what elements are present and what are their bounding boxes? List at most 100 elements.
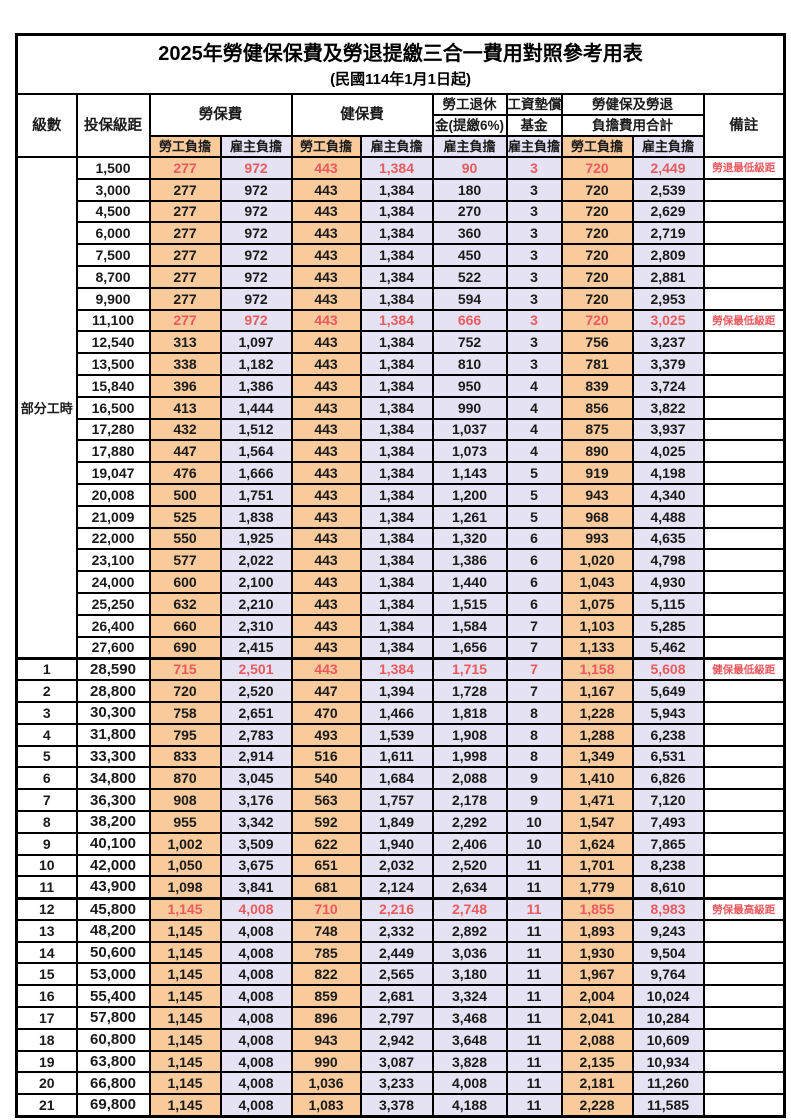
cell-level: 13 <box>15 918 78 943</box>
cell-health-employer: 1,384 <box>359 526 434 551</box>
cell-health-employee: 443 <box>290 308 362 333</box>
cell-wage-fund-employer: 4 <box>505 417 563 442</box>
cell-health-employer: 1,384 <box>359 635 434 660</box>
cell-health-employer: 1,757 <box>359 788 434 812</box>
cell-total-employee: 919 <box>560 461 634 485</box>
cell-health-employer: 2,942 <box>359 1027 434 1052</box>
cell-total-employee: 1,288 <box>560 722 634 747</box>
cell-total-employer: 8,983 <box>631 896 705 921</box>
cell-wage-fund-employer: 3 <box>505 177 563 202</box>
cell-level: 12 <box>15 896 78 921</box>
cell-pension-employer: 3,036 <box>431 940 508 965</box>
cell-level: 2 <box>15 679 78 703</box>
cell-labor-employer: 972 <box>219 177 293 202</box>
cell-labor-employer: 1,182 <box>219 352 293 376</box>
cell-total-employee: 1,410 <box>560 766 634 791</box>
cell-remark <box>702 700 786 725</box>
cell-pension-employer: 2,292 <box>431 809 508 834</box>
cell-labor-employer: 2,783 <box>219 722 293 747</box>
cell-labor-employee: 1,145 <box>148 1006 222 1030</box>
cell-health-employee: 493 <box>290 722 362 747</box>
cell-total-employer: 5,608 <box>631 656 705 682</box>
cell-wage-fund-employer: 5 <box>505 482 563 507</box>
cell-bracket: 3,000 <box>75 177 151 202</box>
cell-total-employee: 2,004 <box>560 984 634 1009</box>
cell-total-employee: 720 <box>560 156 634 180</box>
cell-bracket: 12,540 <box>75 330 151 355</box>
cell-remark <box>702 613 786 638</box>
cell-wage-fund-employer: 3 <box>505 286 563 311</box>
table-row: 16,500 413 1,444 443 1,384 990 4 856 3,822 <box>17 395 786 420</box>
cell-level: 4 <box>15 722 78 747</box>
cell-level: 8 <box>15 809 78 834</box>
cell-level: 10 <box>15 853 78 878</box>
cell-total-employer: 6,531 <box>631 744 705 769</box>
cell-level: 14 <box>15 940 78 965</box>
cell-health-employee: 443 <box>290 264 362 289</box>
cell-labor-employer: 2,210 <box>219 591 293 616</box>
cell-total-employer: 10,284 <box>631 1006 705 1030</box>
table-row: 2 28,800 720 2,520 447 1,394 1,728 7 1,167 5,649 <box>15 679 786 703</box>
cell-remark <box>702 330 786 355</box>
cell-health-employee: 563 <box>290 788 362 812</box>
cell-level: 1 <box>15 656 78 682</box>
col-header-bracket: 投保級距 <box>75 93 151 158</box>
cell-health-employee: 443 <box>290 243 362 267</box>
cell-pension-employer: 180 <box>431 177 508 202</box>
cell-total-employer: 10,024 <box>631 984 705 1009</box>
cell-labor-employer: 1,838 <box>219 504 293 529</box>
cell-health-employer: 1,384 <box>359 656 434 682</box>
cell-wage-fund-employer: 11 <box>505 984 563 1009</box>
cell-remark: 健保最低級距 <box>702 656 786 682</box>
cell-total-employer: 9,764 <box>631 962 705 987</box>
cell-health-employer: 1,849 <box>359 809 434 834</box>
cell-pension-employer: 450 <box>431 243 508 267</box>
cell-remark <box>702 570 786 594</box>
cell-health-employer: 1,384 <box>359 417 434 442</box>
cell-wage-fund-employer: 3 <box>505 264 563 289</box>
cell-wage-fund-employer: 9 <box>505 788 563 812</box>
cell-total-employee: 720 <box>560 199 634 224</box>
cell-health-employee: 443 <box>290 330 362 355</box>
table-row: 3 30,300 758 2,651 470 1,466 1,818 8 1,228 5,943 <box>15 700 786 725</box>
cell-remark <box>702 853 786 878</box>
cell-labor-employer: 2,415 <box>219 635 293 660</box>
cell-health-employer: 1,384 <box>359 461 434 485</box>
cell-pension-employer: 2,634 <box>431 875 508 900</box>
cell-labor-employer: 1,097 <box>219 330 293 355</box>
cell-labor-employer: 4,008 <box>219 896 293 921</box>
cell-health-employer: 1,384 <box>359 286 434 311</box>
subheader-fund-employer: 雇主負擔 <box>505 135 563 158</box>
cell-health-employee: 1,083 <box>290 1093 362 1118</box>
cell-health-employee: 443 <box>290 221 362 246</box>
cell-bracket: 11,100 <box>75 308 151 333</box>
cell-health-employer: 2,797 <box>359 1006 434 1030</box>
cell-labor-employee: 525 <box>148 504 222 529</box>
cell-remark <box>702 962 786 987</box>
cell-health-employer: 1,384 <box>359 264 434 289</box>
cell-labor-employee: 1,145 <box>148 962 222 987</box>
cell-remark: 勞保最高級距 <box>702 896 786 921</box>
cell-health-employee: 443 <box>290 417 362 442</box>
cell-health-employee: 443 <box>290 395 362 420</box>
cell-health-employer: 2,449 <box>359 940 434 965</box>
cell-labor-employee: 577 <box>148 548 222 573</box>
cell-total-employer: 4,488 <box>631 504 705 529</box>
cell-total-employee: 1,701 <box>560 853 634 878</box>
table-row: 12,540 313 1,097 443 1,384 752 3 756 3,237 <box>17 330 786 355</box>
cell-level: 7 <box>15 788 78 812</box>
cell-total-employer: 11,260 <box>631 1071 705 1096</box>
title-row: 2025年勞健保保費及勞退提繳三合一費用對照參考用表 (民國114年1月1日起) <box>15 33 786 95</box>
cell-health-employer: 1,384 <box>359 177 434 202</box>
cell-pension-employer: 1,073 <box>431 439 508 464</box>
cell-total-employee: 1,167 <box>560 679 634 703</box>
cell-level: 16 <box>15 984 78 1009</box>
cell-total-employer: 2,881 <box>631 264 705 289</box>
cell-remark <box>702 635 786 660</box>
cell-health-employer: 1,384 <box>359 570 434 594</box>
cell-labor-employer: 972 <box>219 156 293 180</box>
cell-total-employer: 7,493 <box>631 809 705 834</box>
cell-total-employee: 1,133 <box>560 635 634 660</box>
table-row: 8,700 277 972 443 1,384 522 3 720 2,881 <box>17 264 786 289</box>
cell-total-employer: 9,243 <box>631 918 705 943</box>
